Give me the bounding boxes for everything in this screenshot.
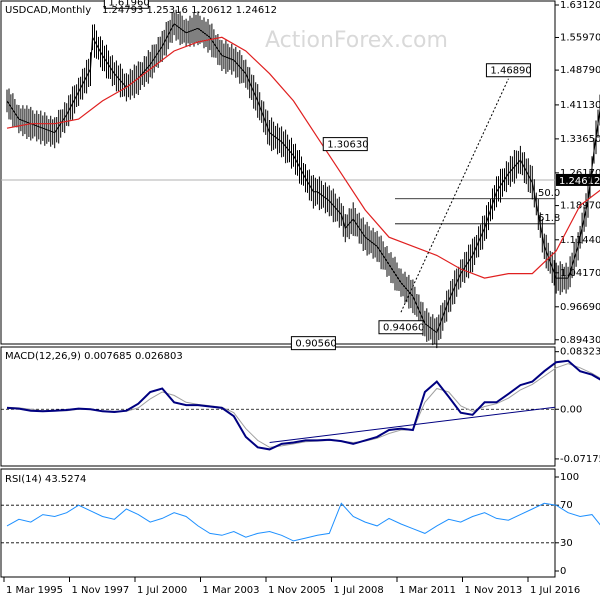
rsi-indicator: 100 70 30 0 <box>1 472 600 577</box>
macd-label: MACD(12,26,9) 0.007685 0.026803 <box>5 351 183 362</box>
price-tick-label: 1.26170 <box>560 168 600 179</box>
rsi-panel <box>0 468 556 578</box>
price-tick-label: 0.96690 <box>560 302 600 313</box>
x-axis: 1 Mar 1995 1 Nov 1997 1 Jul 2000 1 Mar 2003… <box>3 577 580 596</box>
price-callout-box <box>322 137 368 152</box>
price-tick-label: 0.89430 <box>560 335 600 346</box>
x-tick-label: 1 Jul 2008 <box>334 585 384 596</box>
rsi-line <box>6 502 600 542</box>
price-tick-label: 1.48790 <box>560 65 600 76</box>
macd-signal-line <box>6 363 600 448</box>
price-callouts: 1.61960 1.30630 1.46890 0.90560 0.94060 <box>103 0 532 351</box>
last-price-box <box>556 173 600 186</box>
ohlc-readout: 1.24793 1.25316 1.20612 1.24612 <box>102 5 277 16</box>
price-callout-label: 1.30630 <box>327 140 368 151</box>
price-tick-label: 1.04170 <box>560 268 600 279</box>
instrument-label: USDCAD,Monthly <box>5 5 91 16</box>
x-tick-label: 1 Jul 2000 <box>137 585 187 596</box>
rsi-label: RSI(14) 43.5274 <box>5 474 86 485</box>
macd-tick-label: -0.071752 <box>560 454 600 465</box>
price-callout-label: 0.90560 <box>295 339 336 350</box>
sma-line <box>6 36 600 279</box>
x-tick-label: 1 Jul 2016 <box>530 585 580 596</box>
price-tick-label: 1.41130 <box>560 100 600 111</box>
trendline <box>400 78 509 313</box>
price-callout-label: 1.61960 <box>108 0 149 8</box>
x-tick-label: 1 Nov 2005 <box>268 585 326 596</box>
fib-label: 61.8 <box>538 213 560 224</box>
x-tick-label: 1 Mar 2011 <box>399 585 456 596</box>
price-tick-label: 1.33650 <box>560 134 600 145</box>
x-tick-label: 1 Mar 2003 <box>203 585 260 596</box>
macd-tick-label: 0.083235 <box>560 347 600 358</box>
macd-tick-label: 0.00 <box>560 404 582 415</box>
price-callout-label: 0.94060 <box>383 323 424 334</box>
price-callout-box <box>485 63 531 78</box>
macd-trendline <box>269 406 556 443</box>
price-callout-label: 1.46890 <box>490 66 531 77</box>
macd-indicator: 0.083235 0.00 -0.071752 <box>1 347 600 465</box>
price-tick-label: 1.55970 <box>560 32 600 43</box>
last-price-label: 1.24612 <box>559 176 600 187</box>
rsi-tick-label: 70 <box>560 500 573 511</box>
rsi-tick-label: 30 <box>560 538 573 549</box>
x-tick-label: 1 Nov 1997 <box>72 585 130 596</box>
watermark: ActionForex.com <box>265 28 448 53</box>
fibonacci-levels: 50.0 61.8 <box>395 188 560 225</box>
rsi-tick-label: 100 <box>560 472 579 483</box>
x-tick-label: 1 Mar 1995 <box>6 585 63 596</box>
macd-panel <box>0 346 556 467</box>
rsi-tick-label: 0 <box>560 566 566 577</box>
x-tick-label: 1 Nov 2013 <box>465 585 523 596</box>
price-series <box>6 9 600 349</box>
price-callout-box <box>290 336 336 351</box>
price-callout-box <box>378 320 424 335</box>
macd-line <box>6 359 600 451</box>
price-callout-box <box>103 0 149 9</box>
price-tick-label: 1.63120 <box>560 0 600 11</box>
fib-label: 50.0 <box>538 188 560 199</box>
